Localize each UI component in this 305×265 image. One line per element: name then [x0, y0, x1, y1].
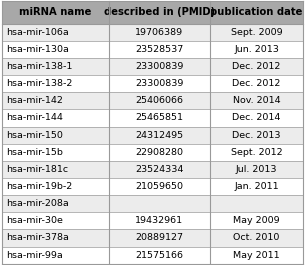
Bar: [2, 41, 303, 58]
Text: 24312495: 24312495: [135, 131, 183, 140]
Text: hsa-mir-99a: hsa-mir-99a: [6, 251, 63, 260]
Text: Dec. 2012: Dec. 2012: [232, 79, 281, 88]
Text: Dec. 2012: Dec. 2012: [232, 62, 281, 71]
Text: 25465851: 25465851: [135, 113, 183, 122]
Text: Jul. 2013: Jul. 2013: [236, 165, 278, 174]
Text: May 2009: May 2009: [233, 216, 280, 225]
Text: 22908280: 22908280: [135, 148, 183, 157]
Text: 23524334: 23524334: [135, 165, 184, 174]
Text: publication date: publication date: [210, 7, 303, 17]
Text: May 2011: May 2011: [233, 251, 280, 260]
Bar: [2, 1, 303, 24]
Text: 21575166: 21575166: [135, 251, 183, 260]
Text: hsa-mir-208a: hsa-mir-208a: [6, 199, 69, 208]
Text: Jan. 2011: Jan. 2011: [234, 182, 279, 191]
Text: hsa-mir-106a: hsa-mir-106a: [6, 28, 69, 37]
Text: described in (PMID): described in (PMID): [104, 7, 215, 17]
Text: Dec. 2014: Dec. 2014: [232, 113, 281, 122]
Text: 25406066: 25406066: [135, 96, 183, 105]
Text: hsa-mir-138-2: hsa-mir-138-2: [6, 79, 72, 88]
Bar: [2, 229, 303, 246]
Text: hsa-mir-150: hsa-mir-150: [6, 131, 63, 140]
Text: 23300839: 23300839: [135, 79, 184, 88]
Bar: [2, 212, 303, 229]
Bar: [2, 58, 303, 75]
Text: hsa-mir-144: hsa-mir-144: [6, 113, 63, 122]
Bar: [2, 92, 303, 109]
Text: hsa-mir-142: hsa-mir-142: [6, 96, 63, 105]
Text: miRNA name: miRNA name: [19, 7, 91, 17]
Text: Oct. 2010: Oct. 2010: [234, 233, 280, 242]
Bar: [2, 109, 303, 126]
Text: Sept. 2012: Sept. 2012: [231, 148, 282, 157]
Text: hsa-mir-19b-2: hsa-mir-19b-2: [6, 182, 72, 191]
Bar: [2, 144, 303, 161]
Bar: [2, 178, 303, 195]
Text: hsa-mir-30e: hsa-mir-30e: [6, 216, 63, 225]
Text: hsa-mir-130a: hsa-mir-130a: [6, 45, 69, 54]
Text: 19706389: 19706389: [135, 28, 183, 37]
Text: 23528537: 23528537: [135, 45, 183, 54]
Text: hsa-mir-15b: hsa-mir-15b: [6, 148, 63, 157]
Text: hsa-mir-181c: hsa-mir-181c: [6, 165, 68, 174]
Text: hsa-mir-378a: hsa-mir-378a: [6, 233, 69, 242]
Text: Jun. 2013: Jun. 2013: [234, 45, 279, 54]
Bar: [2, 161, 303, 178]
Text: Sept. 2009: Sept. 2009: [231, 28, 282, 37]
Bar: [2, 195, 303, 212]
Bar: [2, 75, 303, 92]
Text: 20889127: 20889127: [135, 233, 183, 242]
Text: Dec. 2013: Dec. 2013: [232, 131, 281, 140]
Text: 21059650: 21059650: [135, 182, 183, 191]
Bar: [2, 126, 303, 144]
Text: 23300839: 23300839: [135, 62, 184, 71]
Text: 19432961: 19432961: [135, 216, 183, 225]
Text: hsa-mir-138-1: hsa-mir-138-1: [6, 62, 72, 71]
Bar: [2, 24, 303, 41]
Bar: [2, 246, 303, 264]
Text: Nov. 2014: Nov. 2014: [233, 96, 281, 105]
